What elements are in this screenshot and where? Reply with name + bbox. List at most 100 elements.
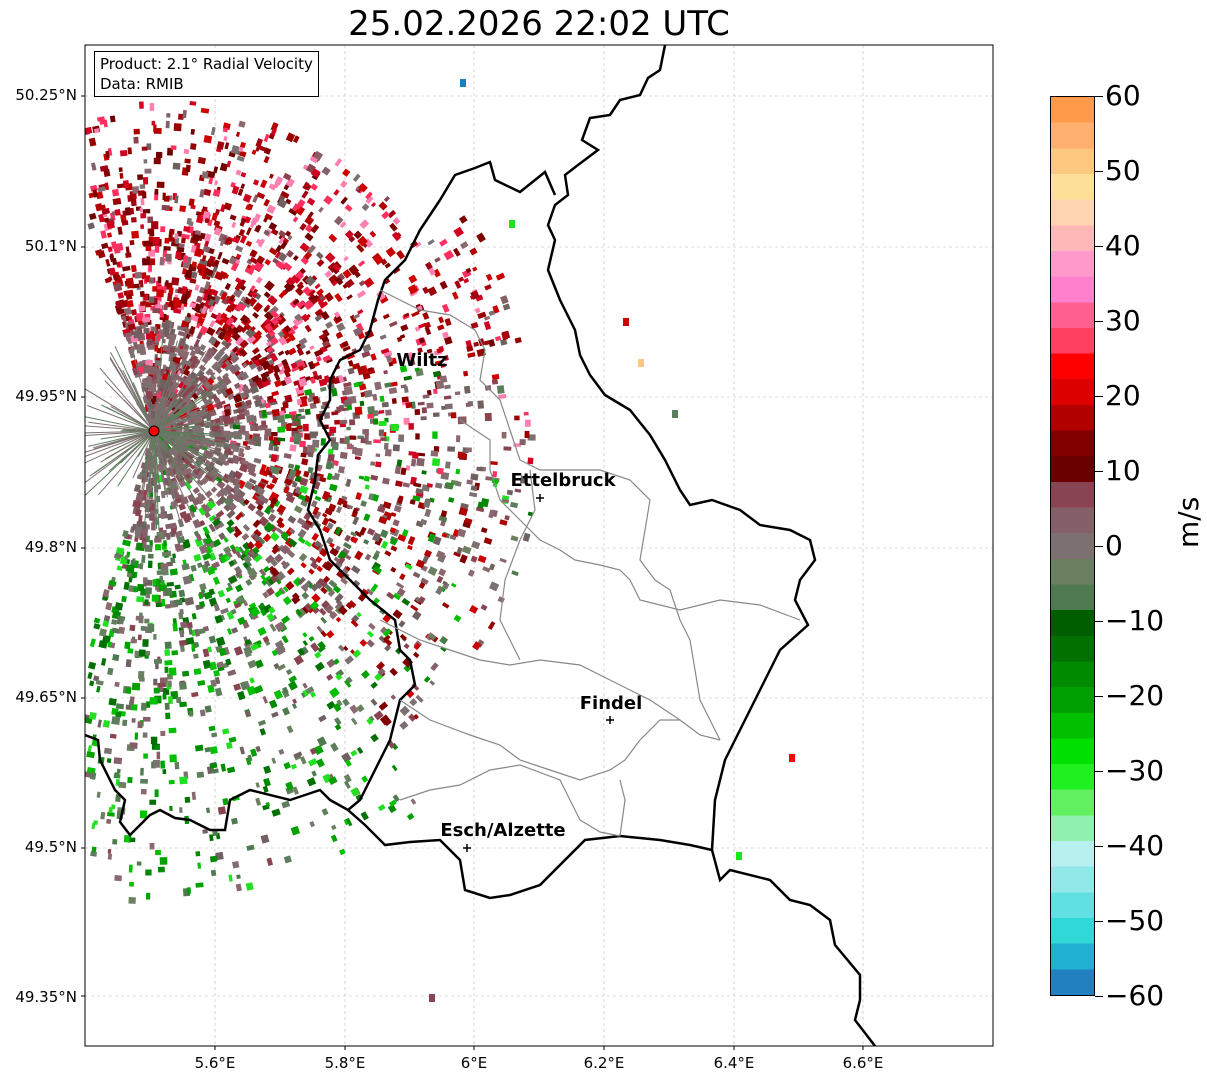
velocity-pixel [263, 765, 272, 774]
velocity-pixel [257, 626, 267, 636]
canton-border [619, 779, 626, 837]
velocity-pixel [476, 232, 486, 243]
velocity-pixel [381, 401, 389, 408]
velocity-pixel [278, 289, 287, 299]
velocity-pixel [234, 282, 243, 292]
velocity-pixel [246, 844, 255, 851]
velocity-pixel [116, 565, 123, 571]
velocity-pixel [88, 711, 97, 720]
velocity-pixel [264, 280, 275, 292]
velocity-pixel [344, 204, 353, 212]
velocity-pixel [523, 411, 529, 416]
velocity-pixel [300, 499, 309, 508]
velocity-spoke [153, 430, 234, 447]
colorbar-tick [1095, 321, 1103, 322]
velocity-pixel [437, 467, 444, 475]
velocity-spoke [153, 430, 222, 454]
velocity-pixel [463, 385, 471, 394]
velocity-pixel [245, 227, 252, 236]
velocity-pixel [184, 158, 191, 164]
velocity-pixel [190, 314, 199, 322]
velocity-pixel [295, 475, 302, 483]
velocity-pixel [272, 499, 281, 508]
velocity-pixel [443, 336, 453, 345]
velocity-pixel [308, 758, 318, 767]
product-label: Product: 2.1° Radial Velocity [100, 55, 313, 73]
velocity-pixel [383, 278, 391, 285]
velocity-pixel [219, 239, 225, 247]
velocity-pixel [388, 320, 398, 328]
velocity-pixel [377, 667, 386, 676]
velocity-pixel [215, 418, 221, 424]
velocity-pixel [301, 190, 309, 199]
velocity-pixel [260, 179, 268, 189]
velocity-pixel [121, 563, 128, 570]
velocity-pixel [112, 653, 120, 662]
velocity-pixel [121, 595, 127, 603]
velocity-pixel [174, 233, 179, 240]
velocity-pixel [328, 233, 338, 243]
velocity-pixel [329, 611, 338, 620]
velocity-pixel [298, 365, 304, 372]
velocity-pixel [242, 554, 252, 564]
velocity-pixel [292, 135, 300, 144]
velocity-pixel [215, 327, 222, 335]
velocity-pixel [329, 542, 335, 549]
velocity-pixel [271, 390, 280, 397]
velocity-pixel [133, 586, 139, 593]
velocity-pixel [413, 713, 419, 720]
velocity-pixel [215, 312, 225, 322]
velocity-pixel [221, 257, 230, 265]
velocity-pixel [413, 642, 421, 651]
velocity-pixel [278, 587, 286, 595]
velocity-pixel [145, 869, 152, 876]
velocity-pixel [371, 202, 377, 208]
velocity-pixel [417, 452, 426, 457]
velocity-pixel [93, 675, 100, 682]
velocity-pixel [196, 427, 204, 432]
velocity-pixel [116, 183, 126, 189]
velocity-pixel [458, 276, 465, 283]
velocity-pixel [136, 348, 145, 354]
velocity-pixel [215, 366, 223, 374]
velocity-pixel [225, 741, 233, 750]
velocity-pixel [205, 326, 216, 337]
velocity-pixel [364, 433, 369, 442]
velocity-pixel [391, 398, 397, 404]
velocity-pixel [235, 131, 241, 138]
velocity-pixel [292, 298, 300, 306]
velocity-pixel [401, 528, 409, 537]
velocity-pixel [378, 410, 385, 414]
velocity-pixel [140, 224, 145, 229]
velocity-spoke [153, 357, 163, 432]
velocity-pixel [191, 691, 199, 698]
velocity-pixel [163, 195, 170, 202]
velocity-pixel [146, 892, 151, 900]
colorbar-tick [1095, 246, 1103, 247]
velocity-pixel [255, 138, 264, 148]
velocity-pixel [165, 120, 170, 129]
velocity-pixel [311, 532, 320, 542]
velocity-pixel [306, 777, 317, 787]
velocity-pixel [244, 433, 250, 441]
velocity-pixel [220, 203, 226, 213]
velocity-pixel [421, 470, 427, 475]
velocity-pixel [140, 197, 145, 206]
velocity-pixel [239, 339, 249, 349]
velocity-pixel [125, 659, 132, 668]
velocity-pixel [278, 253, 287, 262]
velocity-pixel [172, 618, 177, 625]
velocity-pixel [182, 331, 189, 341]
velocity-pixel [483, 340, 490, 346]
velocity-pixel [102, 619, 110, 628]
velocity-pixel [219, 162, 229, 172]
velocity-pixel [469, 492, 478, 498]
velocity-pixel [202, 829, 208, 834]
velocity-pixel [122, 265, 131, 272]
velocity-pixel [307, 397, 314, 403]
velocity-pixel [235, 245, 244, 253]
velocity-pixel [240, 459, 249, 466]
velocity-pixel [235, 571, 243, 579]
velocity-pixel [460, 79, 466, 87]
velocity-pixel [247, 567, 258, 579]
